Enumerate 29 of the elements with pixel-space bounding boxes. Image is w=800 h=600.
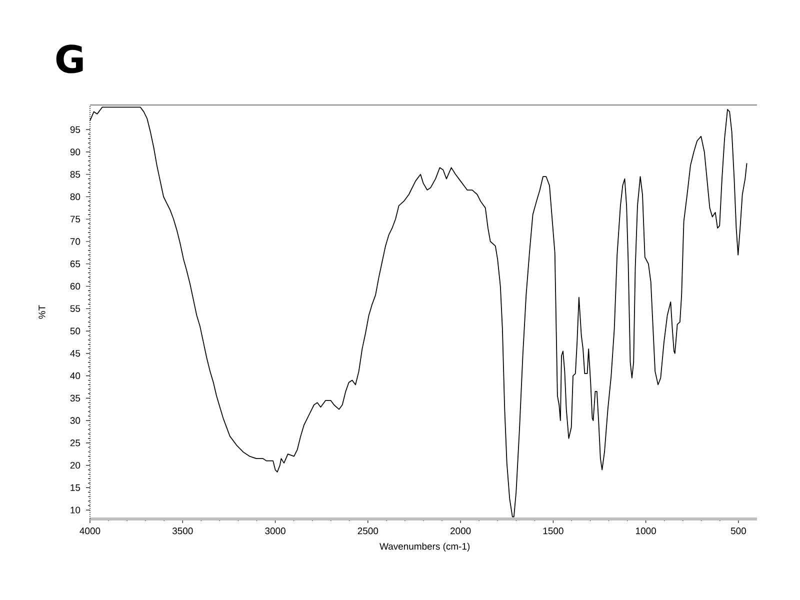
y-tick-label: 65: [70, 260, 80, 268]
y-tick-label: 95: [70, 126, 80, 133]
y-tick-label: 20: [70, 462, 80, 469]
y-tick-label: 35: [70, 394, 80, 402]
x-axis-title: Wavenumbers (cm-1): [380, 542, 470, 552]
y-tick-label: 25: [70, 440, 80, 446]
y-tick-label: 10: [70, 506, 80, 514]
x-tick-label: 4000: [80, 528, 100, 534]
x-tick-label: 500: [730, 528, 746, 534]
x-tick-label: 1000: [636, 528, 656, 534]
y-tick-label: 60: [70, 282, 80, 290]
y-tick-label: 40: [70, 372, 80, 380]
x-tick-label: 2500: [358, 528, 378, 534]
y-tick-label: 75: [70, 216, 80, 222]
y-tick-label: 80: [70, 193, 80, 200]
chart-title: G: [56, 44, 83, 74]
y-tick-label: 45: [70, 350, 80, 357]
y-axis-title: %T: [38, 305, 46, 319]
y-tick-label: 70: [70, 238, 80, 245]
y-tick-label: 30: [70, 417, 80, 424]
x-tick-label: 2000: [450, 528, 471, 534]
y-tick-label: 50: [70, 328, 80, 334]
y-tick-label: 90: [70, 148, 80, 156]
y-tick-label: 85: [70, 171, 80, 178]
x-tick-label: 3500: [172, 528, 193, 534]
x-tick-label: 3000: [265, 528, 286, 534]
x-tick-label: 1500: [543, 528, 564, 534]
y-tick-label: 15: [70, 484, 80, 491]
y-tick-label: 55: [70, 305, 80, 312]
